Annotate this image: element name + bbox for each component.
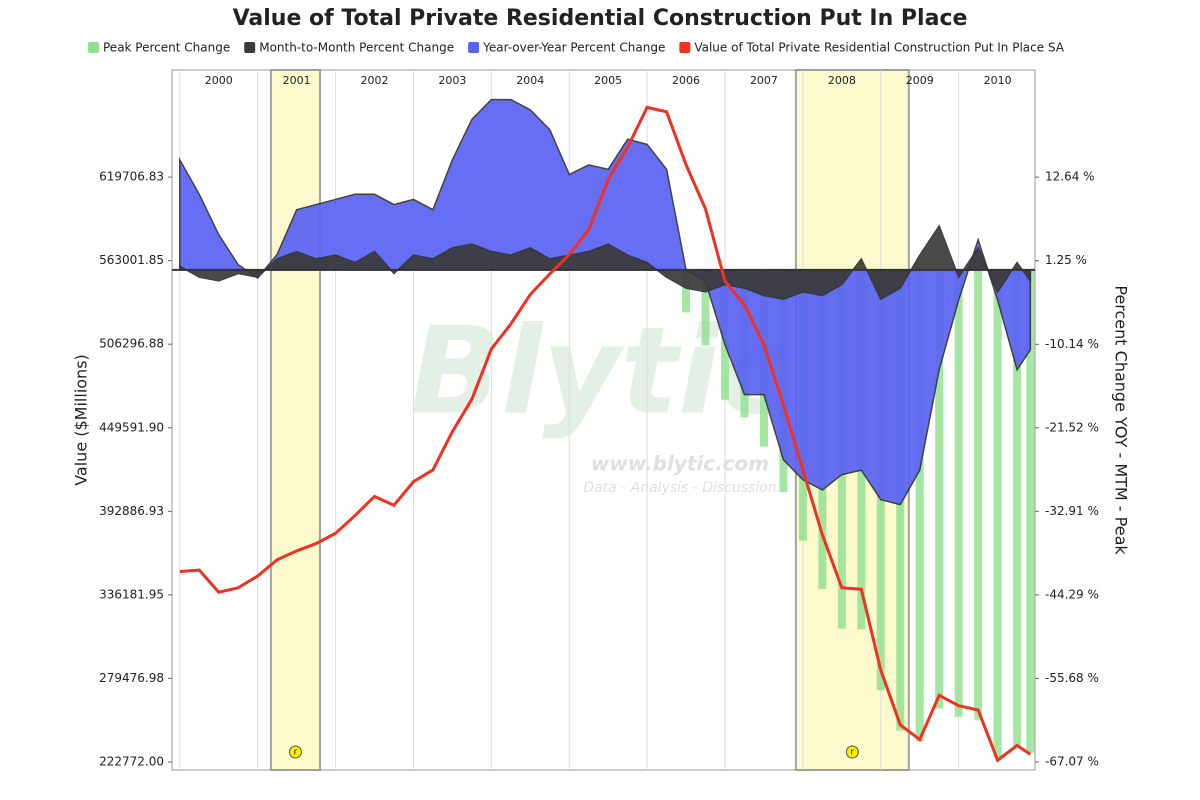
- area: [179, 224, 1032, 301]
- y-tick-label: 336181.95: [99, 587, 164, 601]
- y2-tick-label: -32.91 %: [1045, 504, 1099, 518]
- area: [179, 98, 1032, 506]
- x-tick-label: 2003: [438, 74, 466, 87]
- legend-label: Value of Total Private Residential Const…: [694, 41, 1064, 55]
- peak-bar: [993, 269, 1002, 758]
- x-tick-label: 2005: [594, 74, 622, 87]
- recession-label: r: [294, 748, 298, 758]
- legend-swatch: [679, 42, 691, 53]
- y2-axis-label: Percent Change YOY - MTM - Peak: [1112, 285, 1131, 555]
- y2-tick-label: 12.64 %: [1045, 170, 1095, 184]
- chart-title: Value of Total Private Residential Const…: [233, 6, 968, 31]
- line: [179, 105, 1032, 763]
- peak-bar: [1013, 269, 1022, 747]
- peak-bar: [974, 269, 983, 720]
- recession-marker: [845, 745, 859, 759]
- peak-bar: [682, 269, 691, 313]
- legend-swatch: [88, 42, 99, 53]
- y2-tick-label: -44.29 %: [1045, 587, 1099, 601]
- y-tick-label: 392886.93: [99, 504, 164, 518]
- legend-swatch: [468, 42, 480, 53]
- y2-tick-label: -21.52 %: [1045, 420, 1099, 434]
- peak-bar: [1026, 269, 1035, 753]
- x-tick-label: 2010: [984, 74, 1012, 87]
- peak-bar: [954, 269, 963, 717]
- y-tick-label: 506296.88: [99, 337, 164, 351]
- peak-bar: [915, 269, 924, 742]
- y2-tick-label: -10.14 %: [1045, 337, 1099, 351]
- y-tick-label: 563001.85: [99, 253, 164, 267]
- legend-label: Peak Percent Change: [103, 41, 230, 55]
- watermark: www.blytic.com: [591, 452, 769, 476]
- x-tick-label: 2001: [283, 74, 311, 87]
- x-tick-label: 2009: [906, 74, 934, 87]
- peak-bar: [701, 269, 710, 346]
- y-axis-label: Value ($Millions): [72, 354, 91, 486]
- y2-tick-label: -67.07 %: [1045, 755, 1099, 769]
- legend-label: Year-over-Year Percent Change: [482, 41, 665, 55]
- recession-marker: [288, 745, 302, 759]
- y-tick-label: 279476.98: [99, 671, 164, 685]
- y2-tick-label: -55.68 %: [1045, 671, 1099, 685]
- legend-label: Month-to-Month Percent Change: [259, 41, 454, 55]
- watermark: Data - Analysis - Discussion: [583, 480, 776, 496]
- x-tick-label: 2006: [672, 74, 700, 87]
- y2-tick-label: 1.25 %: [1045, 253, 1087, 267]
- legend-swatch: [244, 42, 256, 53]
- x-tick-label: 2002: [361, 74, 389, 87]
- x-tick-label: 2008: [828, 74, 856, 87]
- peak-bar: [935, 269, 944, 709]
- recession-band: [269, 69, 321, 771]
- y-tick-label: 619706.83: [99, 170, 164, 184]
- y-tick-label: 449591.90: [99, 420, 164, 434]
- recession-label: r: [851, 748, 855, 758]
- y-tick-label: 222772.00: [99, 754, 164, 768]
- x-tick-label: 2000: [205, 74, 233, 87]
- x-tick-label: 2004: [516, 74, 544, 87]
- x-tick-label: 2007: [750, 74, 778, 87]
